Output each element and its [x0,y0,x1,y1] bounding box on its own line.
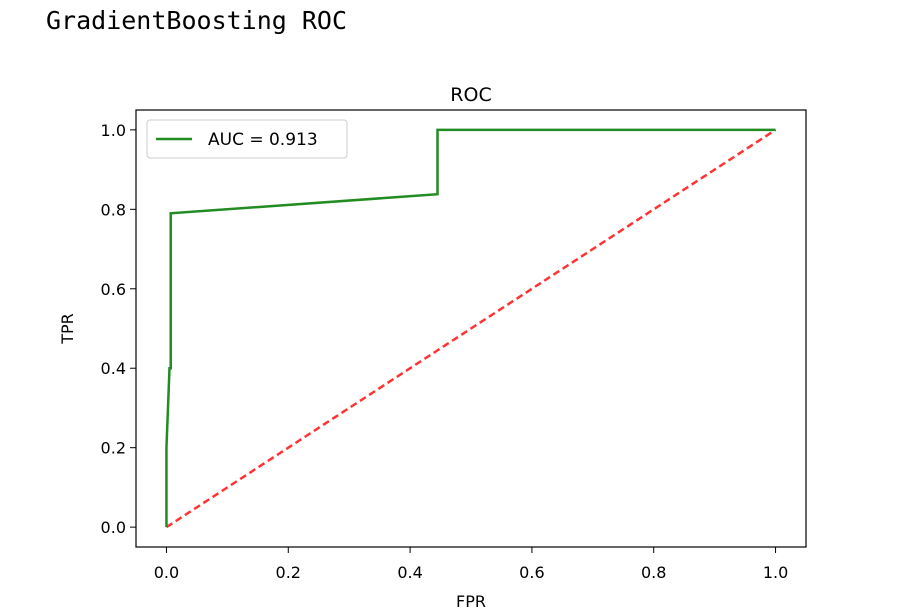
y-tick-label: 0.0 [101,518,126,537]
x-axis-label: FPR [456,592,486,611]
y-axis: 0.0 0.2 0.4 0.6 0.8 1.0 [101,121,136,537]
legend: AUC = 0.913 [146,119,348,159]
chance-line [165,128,777,529]
y-axis-label: TPR [58,313,77,345]
x-axis: 0.0 0.2 0.4 0.6 0.8 1.0 [154,547,788,582]
y-tick-label: 1.0 [101,121,126,140]
x-tick-label: 0.4 [397,563,422,582]
roc-curve [165,128,776,528]
cell-output-text: GradientBoosting ROC [46,6,348,35]
y-tick-label: 0.4 [101,359,126,378]
y-tick-label: 0.2 [101,439,126,458]
legend-box [146,119,348,159]
plot-content [165,128,777,529]
y-tick-label: 0.8 [101,200,126,219]
y-tick-label: 0.6 [101,280,126,299]
legend-label: AUC = 0.913 [208,130,318,150]
x-tick-label: 1.0 [763,563,788,582]
x-tick-label: 0.2 [276,563,301,582]
x-tick-label: 0.6 [519,563,544,582]
x-tick-label: 0.0 [154,563,179,582]
x-tick-label: 0.8 [641,563,666,582]
plot-frame [135,109,807,548]
chart-title: ROC [450,84,491,106]
